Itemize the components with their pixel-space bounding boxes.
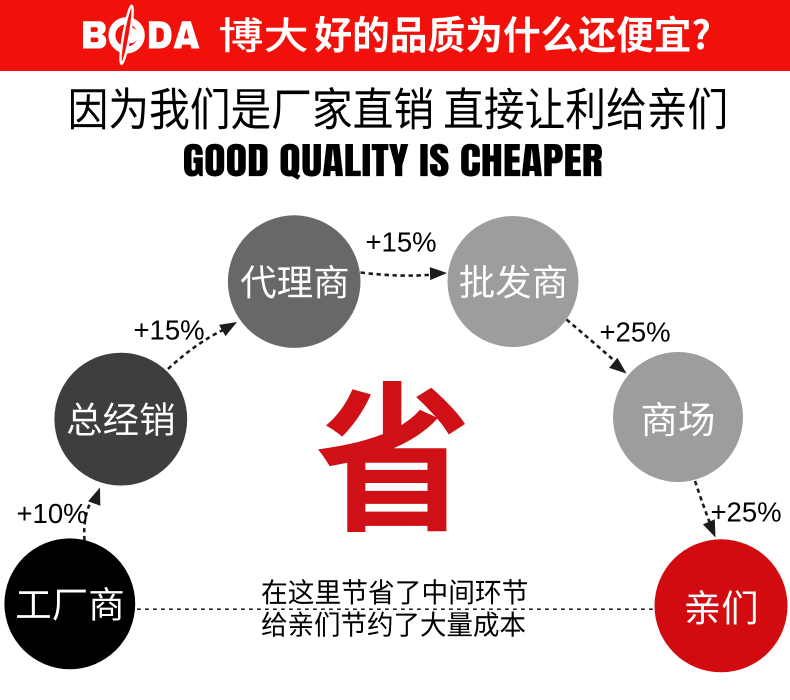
svg-text:+25%: +25% — [600, 317, 671, 348]
svg-text:+15%: +15% — [366, 227, 437, 258]
svg-text:+15%: +15% — [134, 315, 205, 346]
svg-text:+10%: +10% — [17, 498, 88, 529]
svg-text:+25%: +25% — [711, 497, 782, 528]
